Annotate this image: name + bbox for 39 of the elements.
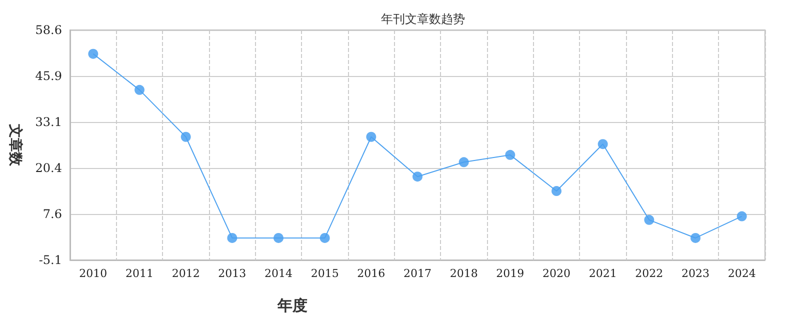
point xyxy=(644,214,654,225)
point xyxy=(320,232,330,243)
point xyxy=(366,132,376,142)
y-tick-label: 7.6 xyxy=(42,207,62,222)
x-tick-label: 2021 xyxy=(588,267,617,280)
x-tick-label: 2012 xyxy=(172,267,200,280)
point xyxy=(736,211,747,222)
x-tick-label: 2011 xyxy=(126,267,154,280)
point xyxy=(552,186,562,196)
x-tick-label: 2023 xyxy=(682,267,710,280)
point xyxy=(134,84,144,95)
x-tick-label: 2020 xyxy=(542,267,570,280)
x-tick-label: 2010 xyxy=(79,267,108,280)
y-axis-title: 文章数 xyxy=(7,123,24,167)
x-tick-label: 2015 xyxy=(310,267,339,280)
point xyxy=(690,232,700,243)
point xyxy=(227,232,238,243)
y-tick-label: -5.1 xyxy=(38,253,62,267)
x-tick-label: 2018 xyxy=(450,267,478,280)
y-tick-label: 45.9 xyxy=(35,68,62,83)
x-tick-label: 2014 xyxy=(264,267,292,280)
point xyxy=(505,150,516,160)
point xyxy=(274,232,284,243)
y-tick-label: 33.1 xyxy=(35,115,62,130)
y-tick-label: 58.6 xyxy=(35,23,62,37)
x-tick-label: 2022 xyxy=(635,267,664,280)
x-tick-label: 2017 xyxy=(404,267,432,280)
x-axis-title: 年度 xyxy=(276,296,308,314)
chart-title: 年刊文章数趋势 xyxy=(381,12,465,26)
x-tick-label: 2016 xyxy=(357,267,386,280)
x-tick-label: 2019 xyxy=(496,267,524,280)
x-tick-label: 2013 xyxy=(218,267,246,280)
x-tick-label: 2024 xyxy=(728,267,756,280)
point xyxy=(598,139,608,150)
point xyxy=(180,132,191,142)
point xyxy=(88,48,98,59)
point xyxy=(412,172,422,182)
y-tick-label: 20.4 xyxy=(35,160,62,175)
point xyxy=(458,157,469,168)
